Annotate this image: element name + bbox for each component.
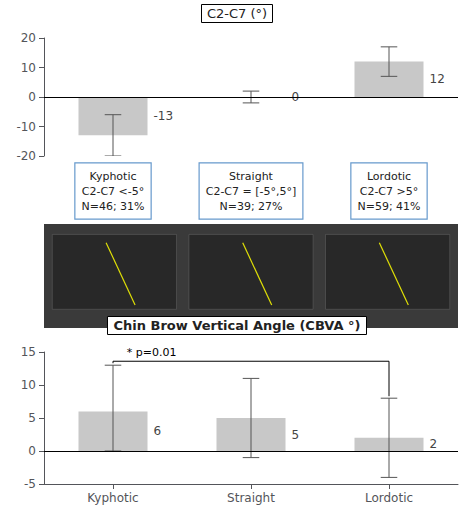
svg-text:-20: -20: [16, 149, 36, 163]
svg-text:15: 15: [21, 345, 36, 359]
svg-text:0: 0: [28, 90, 36, 104]
svg-text:N=39; 27%: N=39; 27%: [219, 200, 282, 213]
svg-text:-13: -13: [154, 109, 174, 123]
svg-text:C2-C7 = [-5°,5°]: C2-C7 = [-5°,5°]: [206, 185, 297, 198]
svg-text:5: 5: [292, 428, 300, 442]
svg-text:Kyphotic: Kyphotic: [87, 491, 138, 505]
svg-text:10: 10: [21, 61, 36, 75]
svg-text:-10: -10: [16, 120, 36, 134]
svg-text:Lordotic: Lordotic: [365, 491, 413, 505]
svg-text:Straight: Straight: [227, 491, 275, 505]
svg-text:12: 12: [430, 72, 445, 86]
svg-text:Chin Brow Vertical Angle (CBVA: Chin Brow Vertical Angle (CBVA °): [113, 318, 360, 333]
svg-text:C2-C7 (°): C2-C7 (°): [207, 6, 267, 21]
svg-text:N=46; 31%: N=46; 31%: [81, 200, 144, 213]
svg-text:N=59; 41%: N=59; 41%: [357, 200, 420, 213]
svg-text:0: 0: [28, 444, 36, 458]
svg-text:20: 20: [21, 31, 36, 45]
svg-text:2: 2: [430, 437, 438, 451]
svg-text:Straight: Straight: [229, 170, 274, 183]
svg-text:-5: -5: [24, 477, 36, 491]
svg-text:Kyphotic: Kyphotic: [89, 170, 136, 183]
svg-text:C2-C7 <-5°: C2-C7 <-5°: [82, 185, 145, 198]
svg-text:Lordotic: Lordotic: [367, 170, 411, 183]
svg-text:6: 6: [154, 424, 162, 438]
svg-text:0: 0: [291, 90, 300, 104]
svg-text:10: 10: [21, 378, 36, 392]
svg-text:* p=0.01: * p=0.01: [127, 346, 177, 359]
svg-text:5: 5: [28, 411, 36, 425]
svg-text:C2-C7 >5°: C2-C7 >5°: [360, 185, 419, 198]
